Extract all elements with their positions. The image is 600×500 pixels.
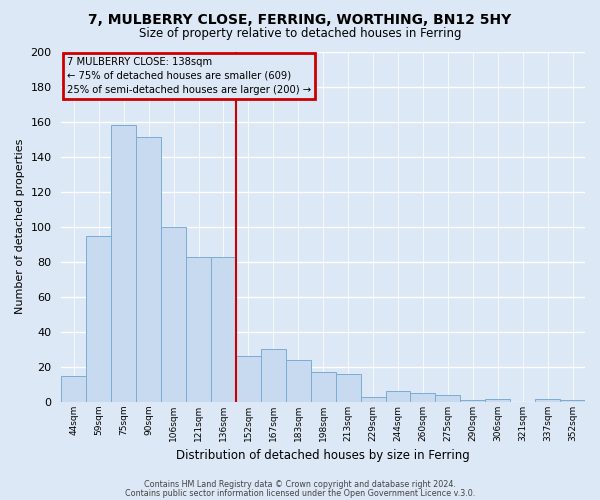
Bar bbox=[161, 227, 186, 402]
Bar bbox=[286, 360, 311, 402]
Text: Contains public sector information licensed under the Open Government Licence v.: Contains public sector information licen… bbox=[125, 488, 475, 498]
Bar bbox=[560, 400, 585, 402]
Bar bbox=[386, 392, 410, 402]
Text: 7 MULBERRY CLOSE: 138sqm
← 75% of detached houses are smaller (609)
25% of semi-: 7 MULBERRY CLOSE: 138sqm ← 75% of detach… bbox=[67, 57, 311, 95]
Bar bbox=[61, 376, 86, 402]
Bar bbox=[186, 256, 211, 402]
Bar bbox=[236, 356, 261, 402]
Bar bbox=[535, 398, 560, 402]
Bar bbox=[311, 372, 335, 402]
Bar bbox=[460, 400, 485, 402]
Bar bbox=[361, 397, 386, 402]
Text: 7, MULBERRY CLOSE, FERRING, WORTHING, BN12 5HY: 7, MULBERRY CLOSE, FERRING, WORTHING, BN… bbox=[88, 12, 512, 26]
Bar bbox=[136, 138, 161, 402]
Bar bbox=[410, 394, 436, 402]
Bar bbox=[86, 236, 111, 402]
Bar bbox=[211, 256, 236, 402]
Text: Size of property relative to detached houses in Ferring: Size of property relative to detached ho… bbox=[139, 28, 461, 40]
X-axis label: Distribution of detached houses by size in Ferring: Distribution of detached houses by size … bbox=[176, 450, 470, 462]
Bar bbox=[111, 125, 136, 402]
Bar bbox=[485, 398, 510, 402]
Bar bbox=[335, 374, 361, 402]
Bar bbox=[261, 350, 286, 402]
Text: Contains HM Land Registry data © Crown copyright and database right 2024.: Contains HM Land Registry data © Crown c… bbox=[144, 480, 456, 489]
Y-axis label: Number of detached properties: Number of detached properties bbox=[15, 139, 25, 314]
Bar bbox=[436, 395, 460, 402]
